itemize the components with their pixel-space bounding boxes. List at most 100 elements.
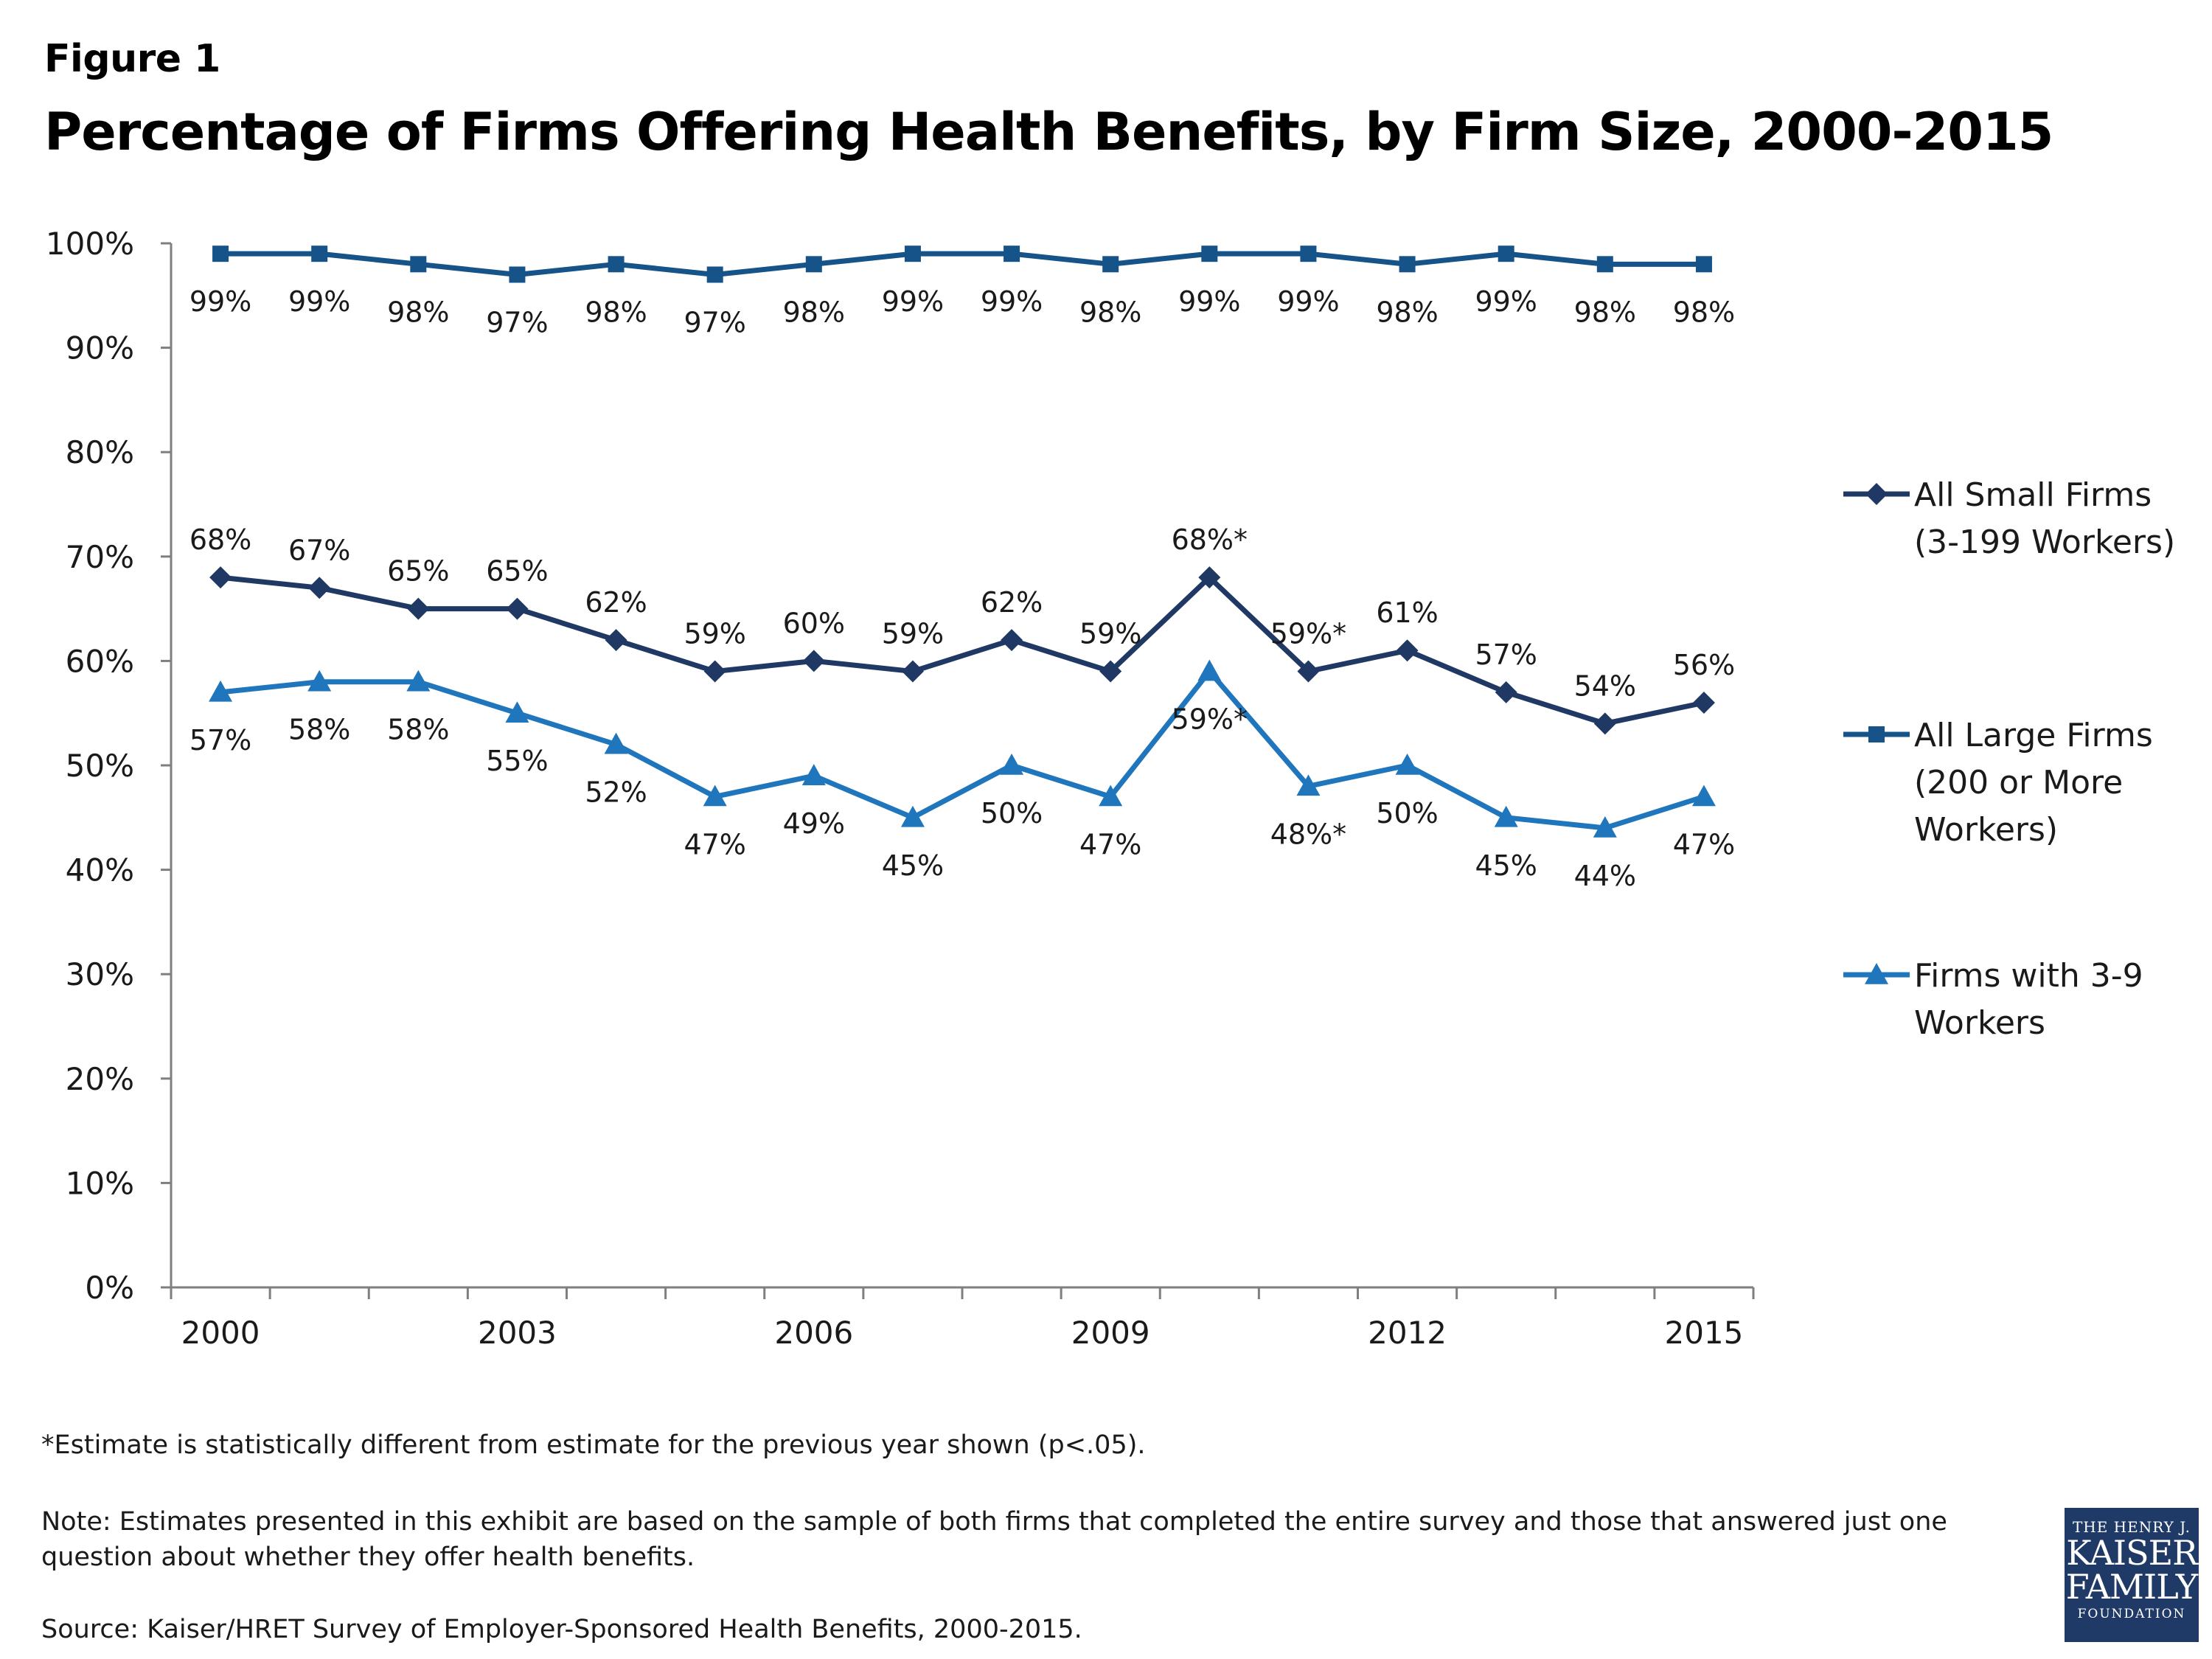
chart-title: Percentage of Firms Offering Health Bene… — [44, 102, 2053, 162]
data-label: 98% — [1079, 296, 1141, 328]
logo-top-line: THE HENRY J. — [2072, 1518, 2191, 1536]
data-point — [1300, 246, 1317, 262]
data-label: 68% — [189, 524, 251, 556]
legend-label: All Large Firms — [1914, 717, 2153, 754]
y-tick-label: 100% — [46, 226, 134, 262]
data-label: 50% — [981, 797, 1043, 830]
data-label: 61% — [1376, 597, 1438, 629]
data-label: 59% — [882, 618, 944, 650]
data-point — [209, 566, 232, 589]
logo-line-2: FAMILY — [2065, 1567, 2198, 1607]
data-point — [509, 266, 526, 283]
data-label: 98% — [1574, 296, 1636, 328]
data-point — [605, 629, 627, 652]
y-tick-label: 80% — [66, 434, 134, 470]
data-point — [311, 246, 328, 262]
data-point — [904, 246, 921, 262]
data-point — [1593, 815, 1617, 838]
data-point — [1197, 659, 1222, 681]
data-label: 45% — [882, 849, 944, 882]
data-label: 49% — [783, 807, 845, 840]
series-line — [220, 669, 1705, 831]
data-label: 55% — [486, 745, 548, 777]
data-point — [1593, 712, 1616, 735]
y-tick-label: 10% — [66, 1165, 134, 1201]
data-point — [1692, 692, 1715, 714]
data-label: 47% — [1079, 828, 1141, 860]
data-label: 57% — [1475, 639, 1537, 671]
legend-marker — [1868, 726, 1885, 742]
y-tick-label: 0% — [85, 1270, 134, 1306]
data-label: 45% — [1475, 849, 1537, 882]
data-label: 62% — [585, 586, 647, 619]
legend-label: All Small Firms — [1914, 476, 2152, 514]
data-label: 68%* — [1172, 524, 1248, 556]
x-tick-label: 2015 — [1664, 1315, 1743, 1351]
data-point — [801, 764, 826, 785]
y-tick-label: 50% — [66, 748, 134, 784]
data-point — [1498, 246, 1514, 262]
data-point — [1296, 774, 1321, 796]
data-point — [1001, 629, 1023, 652]
data-point — [900, 805, 925, 827]
data-label: 56% — [1673, 649, 1735, 681]
data-point — [505, 701, 529, 723]
data-point — [406, 669, 431, 692]
data-label: 54% — [1574, 669, 1636, 702]
data-point — [1198, 566, 1221, 589]
data-label: 99% — [288, 285, 350, 318]
legend-label: (200 or More — [1914, 764, 2123, 801]
series-line — [220, 574, 1705, 726]
data-label: 97% — [684, 306, 745, 338]
line-chart: 0% 10% 20% 30% 40% 50% 60% 70% 80% 90% 100% 2000 200… — [46, 226, 2175, 1351]
data-point — [1201, 246, 1218, 262]
data-label: 59% — [1079, 618, 1141, 650]
data-label: 99% — [1178, 285, 1240, 318]
data-point — [1695, 256, 1712, 273]
data-label: 47% — [684, 828, 745, 860]
data-point — [506, 597, 529, 620]
data-label: 52% — [585, 776, 647, 809]
data-label: 57% — [189, 724, 251, 757]
data-point — [1399, 256, 1416, 273]
data-point — [209, 680, 233, 702]
legend-label: Workers — [1914, 1004, 2045, 1042]
kff-logo: THE HENRY J. KAISER FAMILY FOUNDATION — [2065, 1508, 2199, 1642]
data-point — [1494, 805, 1518, 827]
data-label: 50% — [1376, 797, 1438, 830]
data-label: 62% — [981, 586, 1043, 619]
logo-bottom-line: FOUNDATION — [2077, 1607, 2186, 1621]
data-label: 98% — [585, 296, 647, 328]
data-point — [1495, 681, 1517, 703]
data-point — [805, 256, 822, 273]
data-point — [608, 256, 625, 273]
data-point — [1396, 639, 1419, 662]
data-label: 48%* — [1270, 818, 1346, 850]
legend-label: Workers) — [1914, 811, 2058, 849]
data-label: 98% — [387, 296, 449, 328]
data-point — [706, 266, 723, 283]
x-tick-label: 2000 — [181, 1315, 260, 1351]
data-point — [703, 785, 727, 807]
data-label: 67% — [288, 534, 350, 566]
y-tick-label: 70% — [66, 539, 134, 575]
x-tick-label: 2012 — [1368, 1315, 1447, 1351]
data-label: 59%* — [1270, 618, 1346, 650]
note-footnote: Note: Estimates presented in this exhibi… — [41, 1507, 1947, 1572]
data-point — [802, 650, 825, 672]
y-tick-label: 90% — [66, 330, 134, 366]
data-label: 58% — [288, 714, 350, 746]
x-tick-label: 2006 — [774, 1315, 853, 1351]
series-line — [220, 251, 1704, 277]
data-point — [212, 246, 229, 262]
data-point — [703, 660, 726, 683]
figure-label: Figure 1 — [44, 37, 220, 81]
y-tick-label: 40% — [66, 852, 134, 888]
data-label: 99% — [189, 285, 251, 318]
data-point — [1596, 256, 1613, 273]
data-label: 97% — [486, 306, 548, 338]
data-label: 65% — [387, 555, 449, 588]
x-tick-label: 2009 — [1071, 1315, 1150, 1351]
data-label: 99% — [1475, 285, 1537, 318]
legend-label: (3-199 Workers) — [1914, 524, 2175, 561]
